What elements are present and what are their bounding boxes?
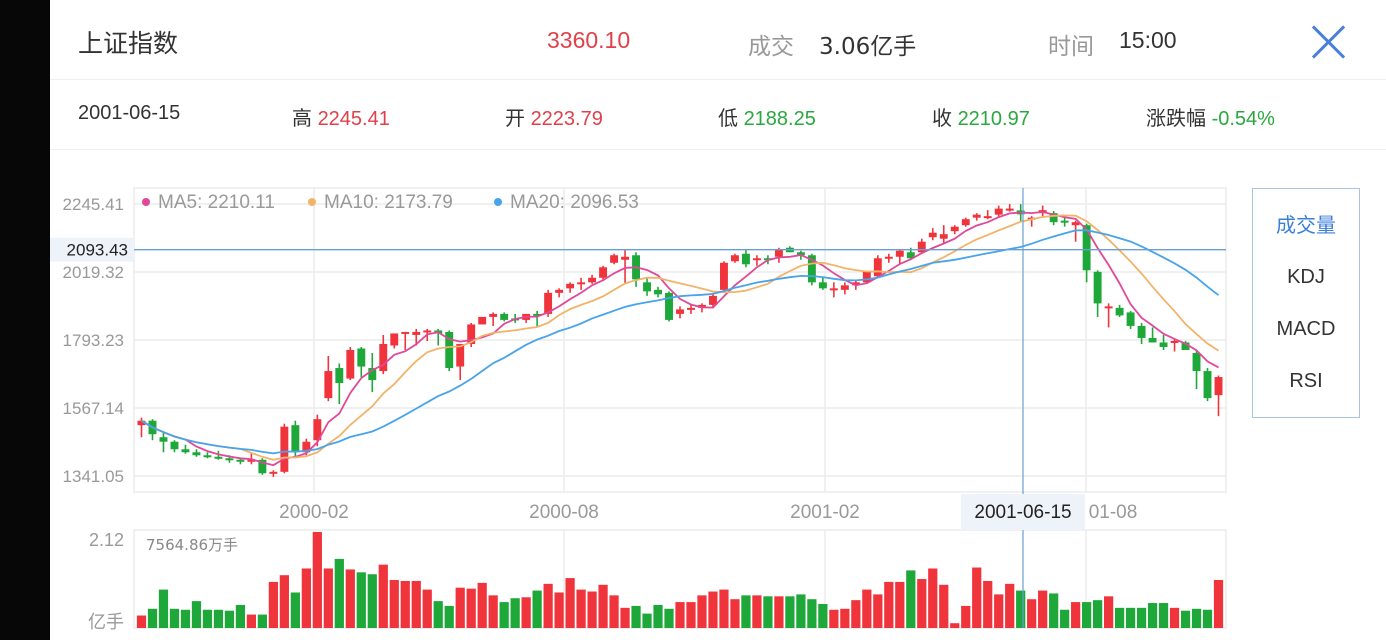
svg-text:2001-02: 2001-02 — [790, 502, 860, 523]
svg-text:MA20: 2096.53: MA20: 2096.53 — [510, 192, 639, 213]
indicator-rsi[interactable]: RSI — [1289, 370, 1323, 392]
time-label: 时间 — [1048, 34, 1094, 60]
svg-text:2001-06-15: 2001-06-15 — [974, 502, 1071, 523]
change-value: -0.54% — [1211, 108, 1275, 130]
indicator-volume[interactable]: 成交量 — [1276, 213, 1336, 237]
kline-chart[interactable]: 2245.41 2019.32 1793.23 1567.14 1341.05 MA5: … — [50, 150, 1250, 640]
close-value: 2210.97 — [957, 108, 1030, 130]
svg-text:1341.05: 1341.05 — [63, 467, 124, 486]
svg-text:MA5: 2210.11: MA5: 2210.11 — [158, 192, 275, 213]
kline-page: 上证指数 3360.10 成交 3.06亿手 时间 15:00 2001-06-… — [50, 0, 1386, 640]
svg-text:2019.32: 2019.32 — [63, 263, 124, 282]
close-item: 收 2210.97 — [932, 102, 1030, 131]
high-item: 高 2245.41 — [292, 102, 390, 131]
high-value: 2245.41 — [317, 108, 390, 130]
svg-text:01-08: 01-08 — [1089, 502, 1138, 523]
volume-label: 成交 — [748, 34, 794, 60]
ohlc-detail-bar: 2001-06-15 高 2245.41 开 2223.79 低 2188.25… — [50, 80, 1386, 150]
current-price: 3360.10 — [547, 27, 631, 53]
svg-text:2000-08: 2000-08 — [529, 502, 599, 523]
volume-value: 3.06亿手 — [819, 34, 917, 60]
indicator-kdj[interactable]: KDJ — [1287, 266, 1325, 288]
close-label: 收 — [932, 106, 952, 130]
index-title: 上证指数 — [78, 29, 179, 58]
header-bar: 上证指数 3360.10 成交 3.06亿手 时间 15:00 — [50, 0, 1386, 80]
open-item: 开 2223.79 — [505, 102, 603, 131]
low-label: 低 — [718, 106, 738, 130]
low-value: 2188.25 — [743, 108, 816, 130]
indicator-macd[interactable]: MACD — [1276, 318, 1336, 340]
low-item: 低 2188.25 — [718, 102, 816, 131]
open-value: 2223.79 — [530, 108, 603, 130]
svg-text:亿手: 亿手 — [88, 612, 124, 633]
selected-date: 2001-06-15 — [78, 102, 181, 124]
svg-text:2245.41: 2245.41 — [63, 195, 124, 214]
svg-text:1567.14: 1567.14 — [63, 399, 124, 418]
left-edge-strip — [0, 0, 50, 640]
svg-text:2000-02: 2000-02 — [279, 502, 349, 523]
change-label: 涨跌幅 — [1146, 106, 1206, 130]
svg-text:MA10: 2173.79: MA10: 2173.79 — [324, 192, 453, 213]
change-item: 涨跌幅 -0.54% — [1146, 102, 1275, 131]
svg-text:7564.86万手: 7564.86万手 — [146, 536, 238, 554]
indicator-selector: 成交量 KDJ MACD RSI — [1252, 188, 1360, 418]
chart-area[interactable]: 2245.41 2019.32 1793.23 1567.14 1341.05 MA5: … — [50, 150, 1386, 640]
svg-text:1793.23: 1793.23 — [63, 331, 124, 350]
open-label: 开 — [505, 106, 525, 130]
close-icon[interactable] — [1308, 20, 1348, 60]
time-value: 15:00 — [1119, 27, 1177, 53]
svg-text:2093.43: 2093.43 — [67, 241, 128, 260]
svg-text:2.12: 2.12 — [89, 530, 124, 550]
high-label: 高 — [292, 106, 312, 130]
